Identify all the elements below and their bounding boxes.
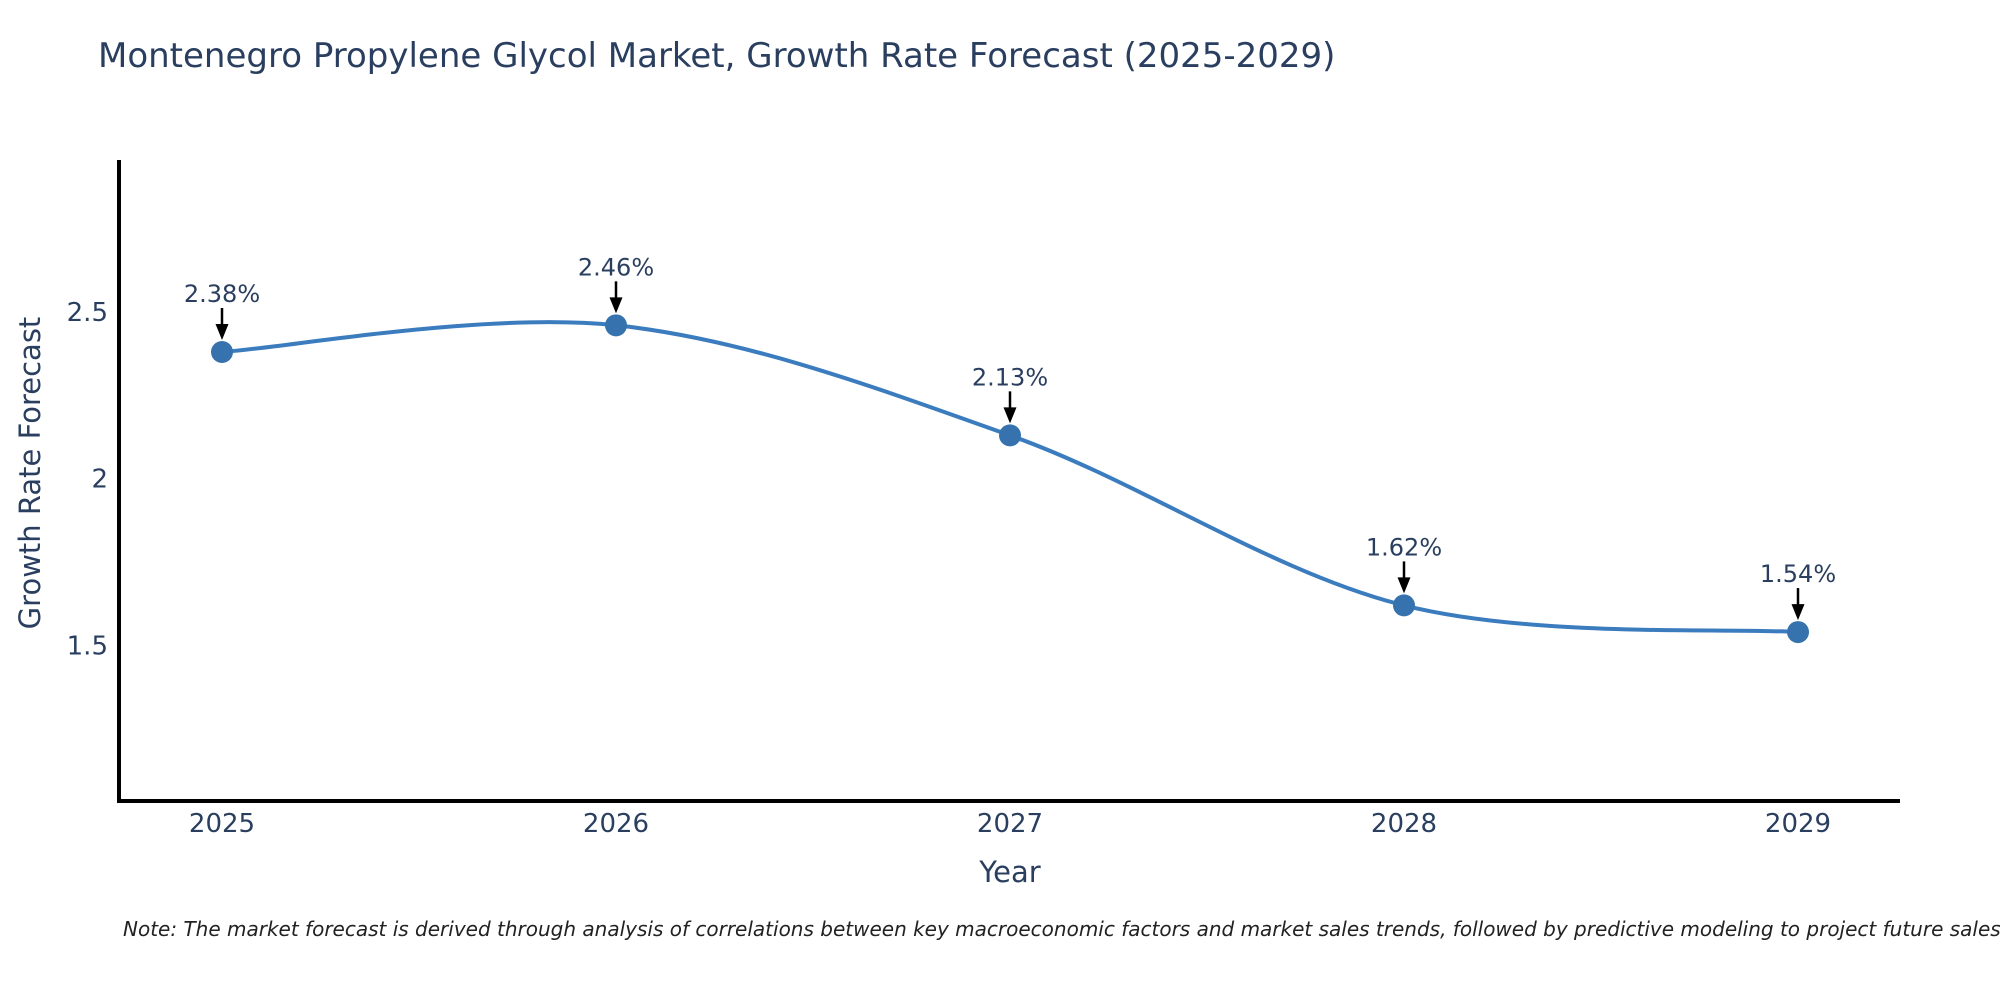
x-tick-label: 2029: [1765, 809, 1831, 839]
x-tick-label: 2027: [977, 809, 1043, 839]
point-annotation-label: 1.62%: [1366, 533, 1442, 561]
x-tick-label: 2026: [583, 809, 649, 839]
data-point-marker: [1787, 621, 1809, 644]
point-annotation-label: 2.46%: [578, 253, 654, 281]
point-annotation-label: 2.38%: [184, 280, 260, 308]
annotation-arrowhead: [1397, 577, 1411, 594]
point-annotation-label: 2.13%: [972, 363, 1048, 391]
y-tick-label: 2.5: [67, 298, 108, 328]
data-point-marker: [1393, 594, 1415, 617]
annotation-arrowhead: [1003, 407, 1017, 424]
x-tick-label: 2025: [189, 809, 255, 839]
x-tick-label: 2028: [1371, 809, 1437, 839]
chart-title: Montenegro Propylene Glycol Market, Grow…: [98, 36, 1336, 76]
data-point-marker: [605, 314, 627, 337]
annotation-arrowhead: [609, 297, 623, 314]
annotation-arrowhead: [215, 324, 229, 341]
y-tick-label: 1.5: [67, 631, 108, 661]
y-tick-label: 2: [91, 465, 108, 495]
data-point-marker: [999, 424, 1021, 447]
chart-footnote: Note: The market forecast is derived thr…: [123, 917, 2000, 941]
point-annotation-label: 1.54%: [1760, 560, 1836, 588]
x-axis-title: Year: [979, 855, 1041, 889]
data-point-marker: [211, 341, 233, 364]
annotation-arrowhead: [1791, 604, 1805, 621]
